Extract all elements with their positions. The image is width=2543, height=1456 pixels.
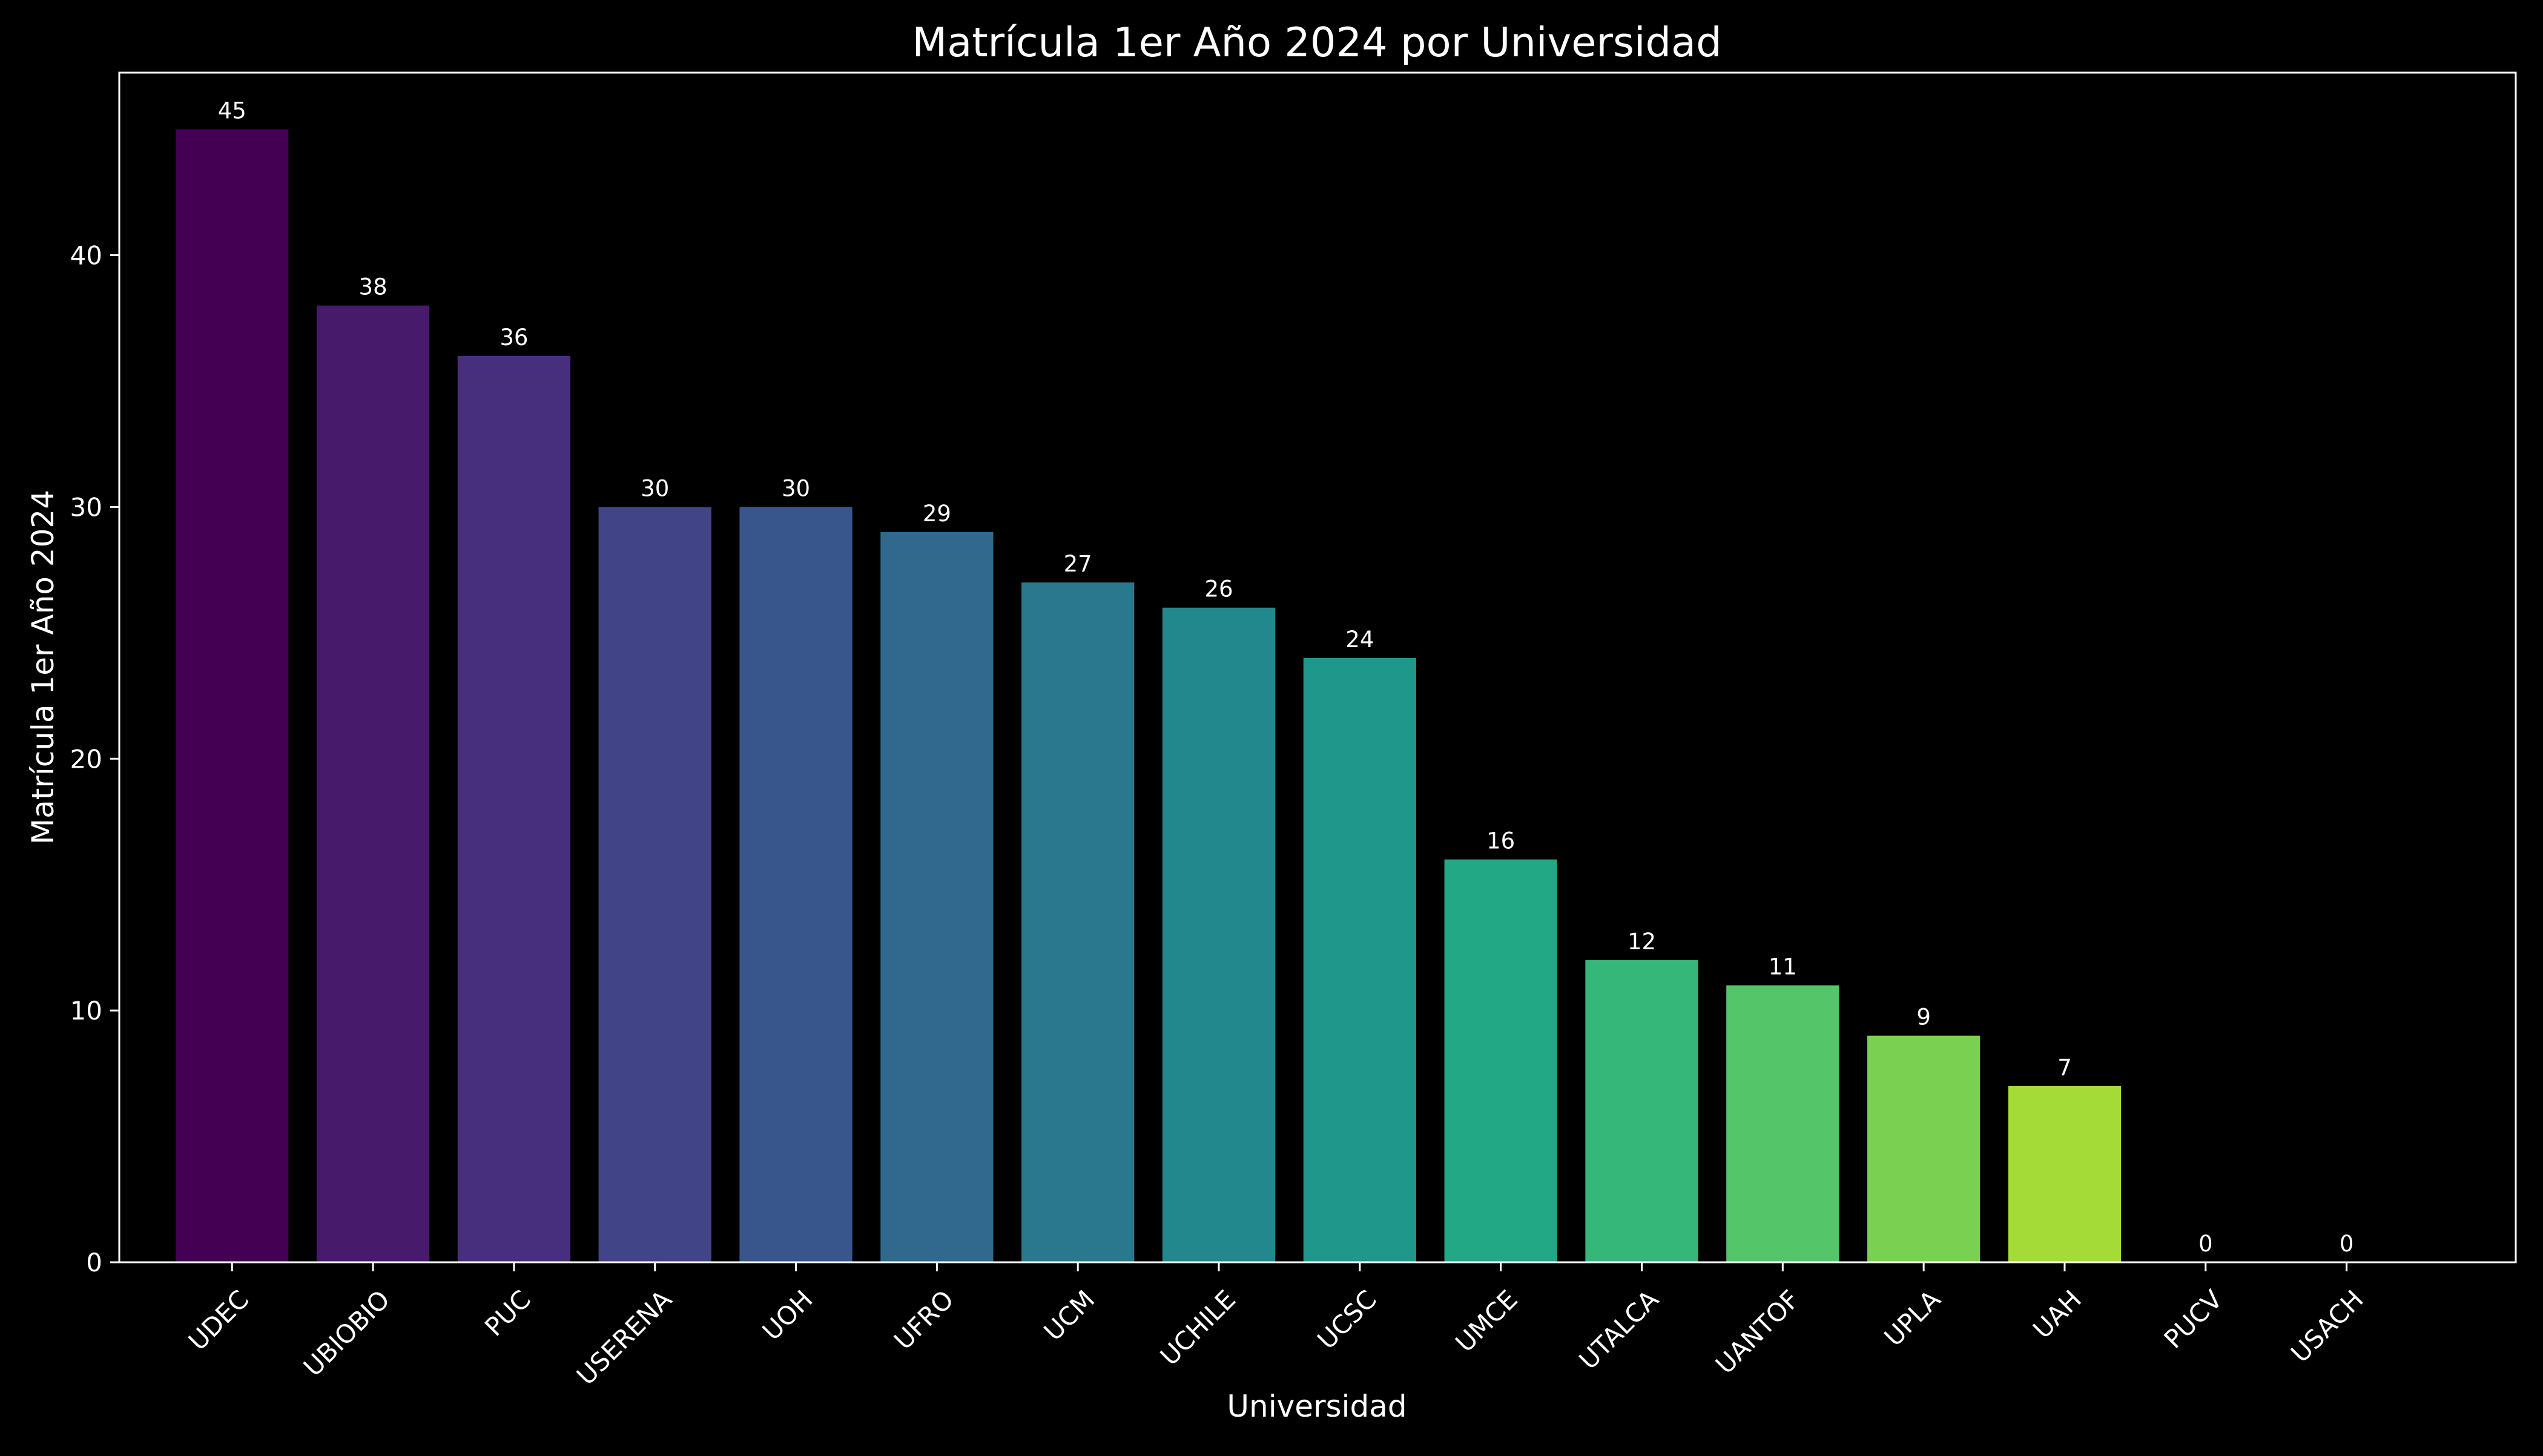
data-label-uchile: 26 — [1204, 576, 1233, 602]
x-tick-label-uchile: UCHILE — [1155, 1284, 1242, 1371]
y-tick-label-10: 10 — [70, 996, 102, 1026]
data-label-puc: 36 — [500, 324, 528, 351]
x-tick-label-puc: PUC — [479, 1284, 536, 1342]
y-tick-label-40: 40 — [70, 241, 102, 271]
data-label-ubiobio: 38 — [359, 274, 388, 300]
bar-umce — [1444, 859, 1557, 1262]
x-tick-label-uah: UAH — [2027, 1284, 2087, 1344]
bar-ucsc — [1303, 657, 1416, 1262]
x-tick-label-ubiobio: UBIOBIO — [298, 1284, 395, 1382]
data-label-uantof: 11 — [1769, 954, 1797, 980]
plot-frame — [118, 71, 2517, 1263]
x-tick-label-ufro: UFRO — [888, 1284, 959, 1355]
data-label-umce: 16 — [1486, 828, 1515, 854]
bar-ufro — [880, 532, 994, 1262]
bar-puc — [457, 355, 571, 1262]
bar-uoh — [739, 507, 853, 1262]
x-tick-label-umce: UMCE — [1450, 1284, 1523, 1358]
data-label-ufro: 29 — [923, 501, 951, 527]
x-axis: UDEC UBIOBIO PUC USERENA UOH UFRO UCM UCHILE UCS… — [183, 1262, 2369, 1391]
data-label-utalca: 12 — [1628, 929, 1656, 955]
y-tick-label-0: 0 — [86, 1248, 102, 1277]
bar-udec — [176, 129, 289, 1263]
data-label-usach: 0 — [2340, 1231, 2354, 1257]
x-tick-label-uoh: UOH — [757, 1284, 819, 1346]
x-tick-label-utalca: UTALCA — [1573, 1284, 1664, 1375]
data-label-ucm: 27 — [1064, 551, 1092, 577]
chart-title: Matrícula 1er Año 2024 por Universidad — [912, 19, 1721, 66]
data-labels-layer: 45 38 36 30 30 29 27 26 24 16 12 11 9 7 0 0 — [218, 98, 2354, 1257]
bar-uah — [2008, 1085, 2122, 1262]
bars-layer — [176, 129, 2122, 1263]
data-label-upla: 9 — [1916, 1004, 1931, 1030]
bar-utalca — [1585, 960, 1698, 1262]
bar-ucm — [1021, 582, 1135, 1263]
bar-ubiobio — [316, 305, 430, 1263]
bar-uantof — [1726, 985, 1839, 1262]
data-label-udec: 45 — [218, 98, 246, 124]
x-tick-label-udec: UDEC — [183, 1284, 255, 1356]
bar-userena — [598, 507, 711, 1262]
x-axis-label: Universidad — [1227, 1389, 1407, 1424]
y-tick-label-20: 20 — [70, 744, 102, 774]
y-axis-label: Matrícula 1er Año 2024 — [25, 490, 61, 845]
data-label-pucv: 0 — [2198, 1231, 2213, 1257]
x-tick-label-ucsc: UCSC — [1311, 1284, 1382, 1355]
x-tick-label-upla: UPLA — [1878, 1284, 1946, 1352]
data-label-ucsc: 24 — [1345, 627, 1374, 653]
y-tick-label-30: 30 — [70, 492, 102, 522]
data-label-uah: 7 — [2057, 1055, 2072, 1081]
x-tick-label-ucm: UCM — [1038, 1284, 1101, 1346]
x-tick-label-userena: USERENA — [571, 1284, 678, 1391]
data-label-uoh: 30 — [782, 475, 810, 501]
bar-uchile — [1162, 607, 1276, 1262]
data-label-userena: 30 — [641, 475, 669, 501]
x-tick-label-pucv: PUCV — [2159, 1284, 2229, 1354]
bar-upla — [1867, 1035, 1981, 1262]
x-tick-label-usach: USACH — [2285, 1284, 2369, 1368]
x-tick-label-uantof: UANTOF — [1710, 1284, 1806, 1380]
y-axis: 0 10 20 30 40 — [70, 241, 119, 1277]
